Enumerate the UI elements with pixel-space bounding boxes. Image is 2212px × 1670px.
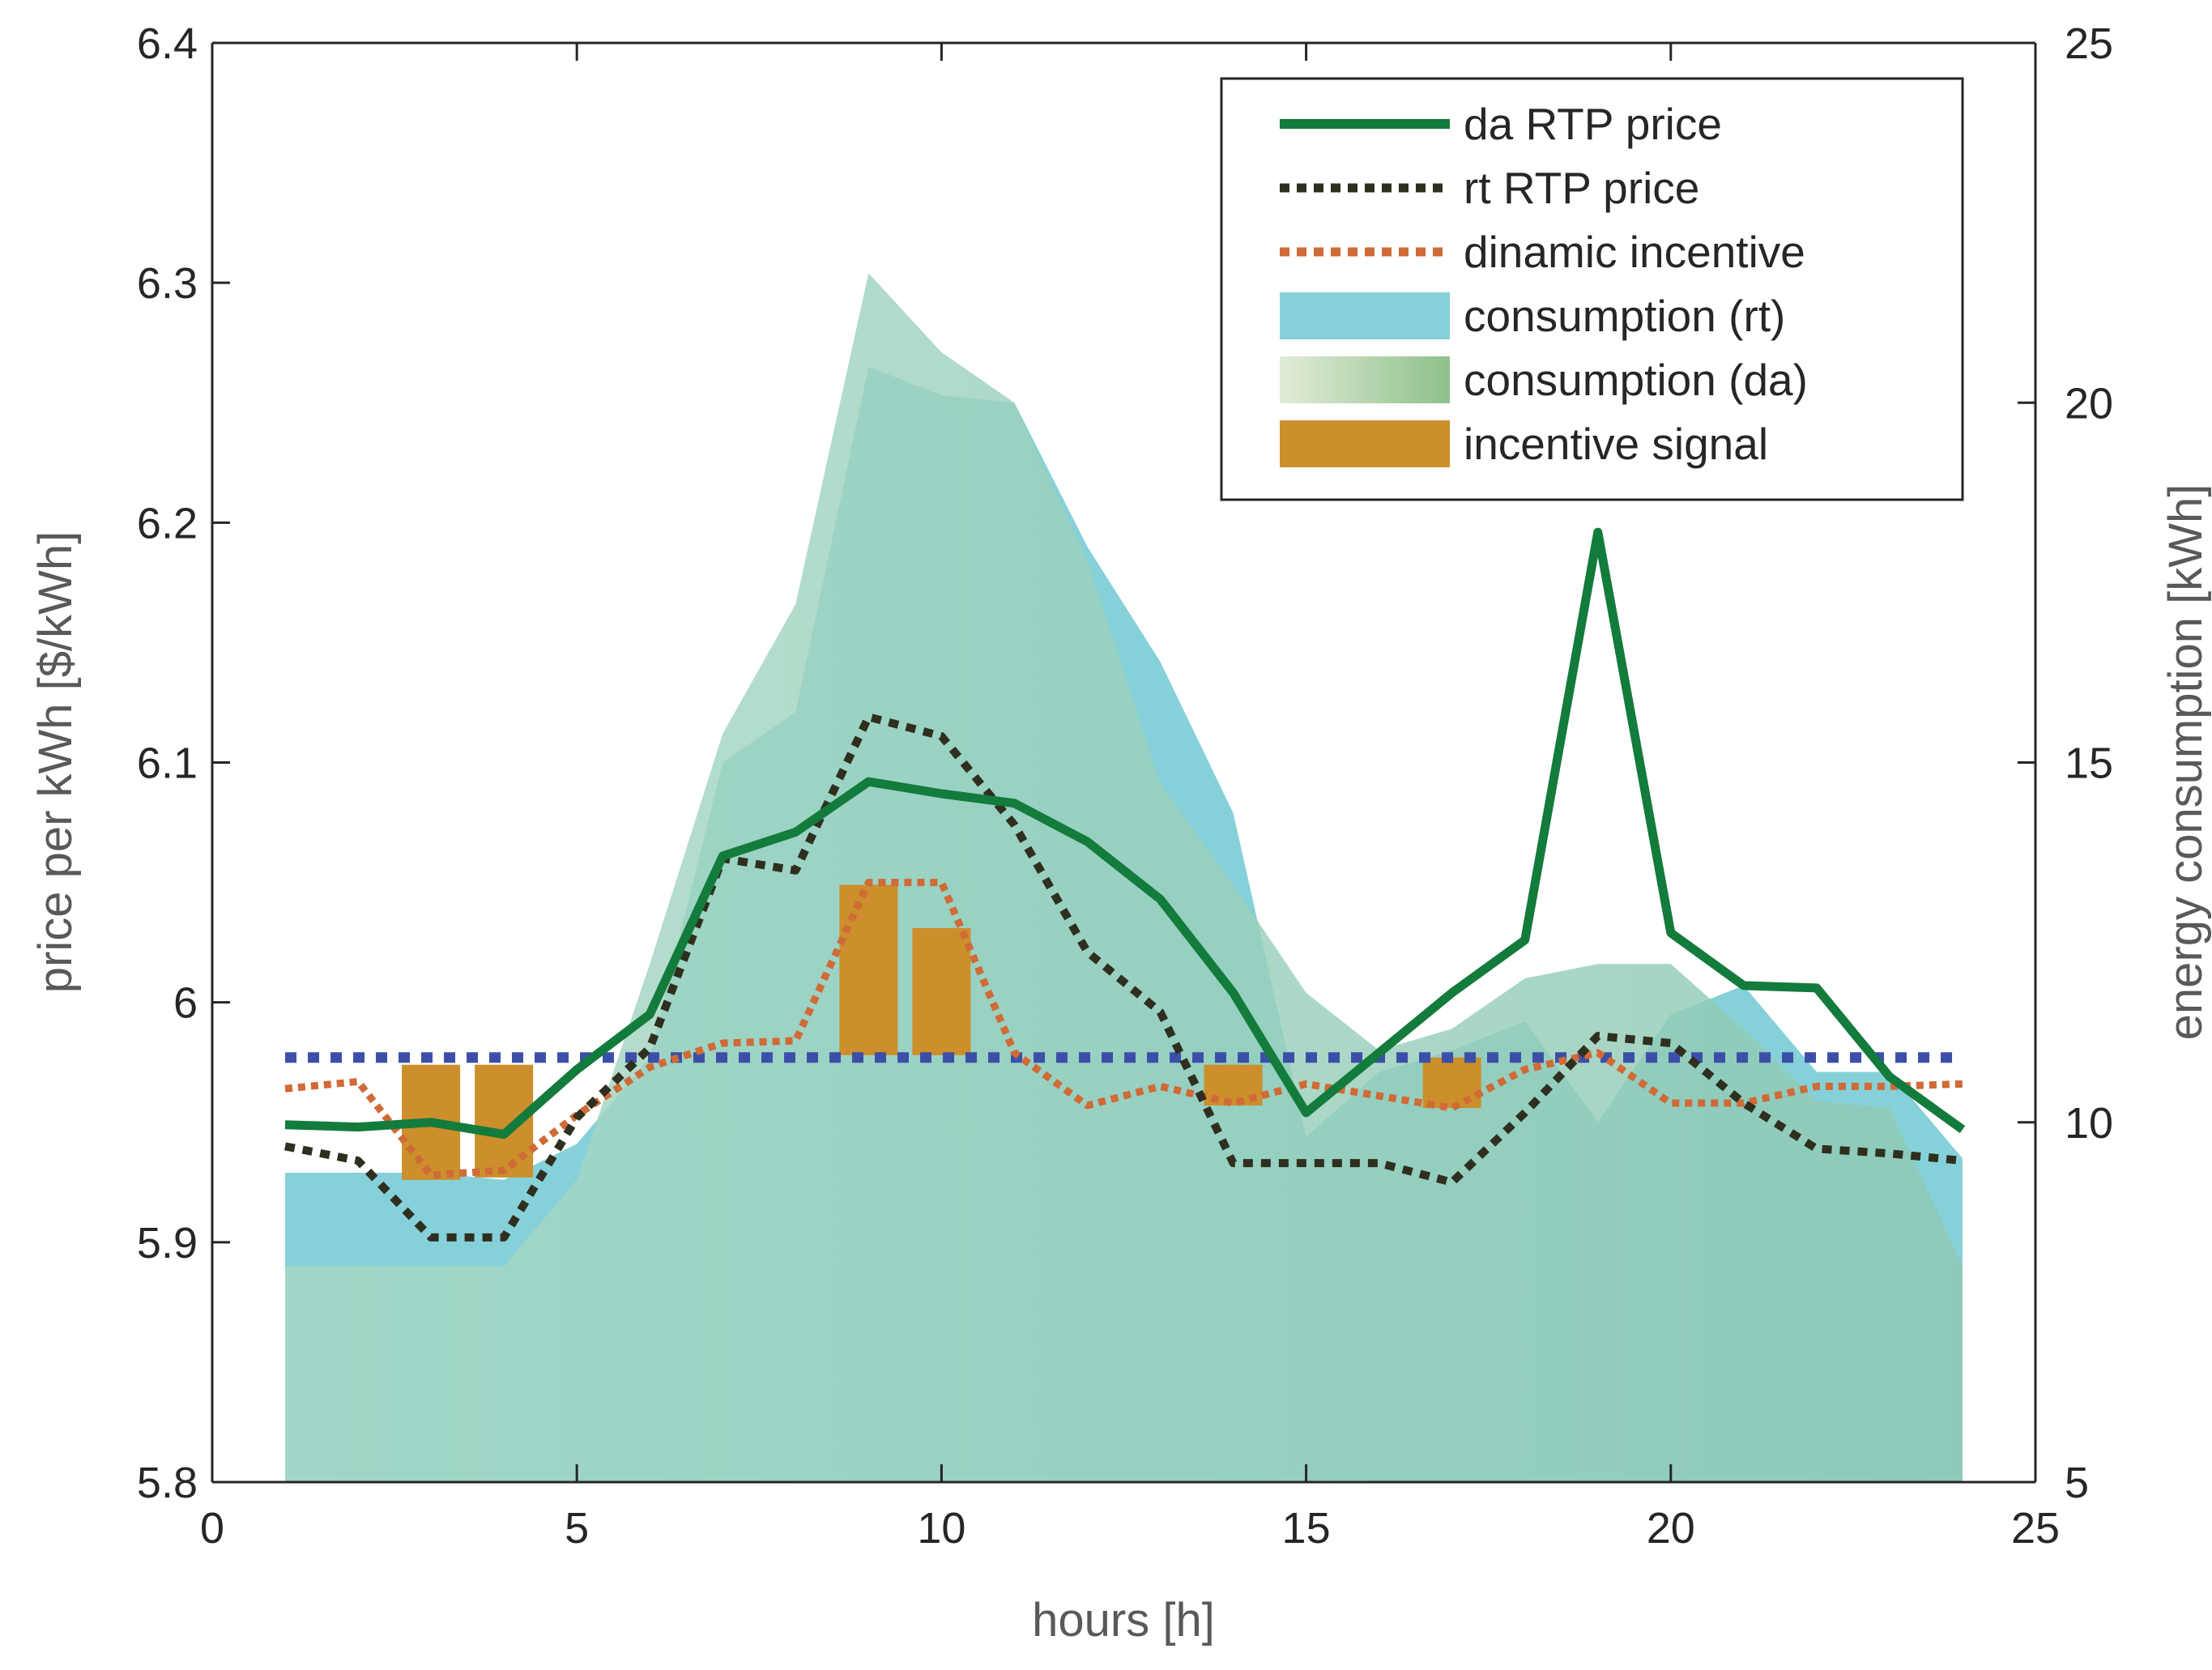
da-rtp-price-line <box>284 527 1966 1140</box>
left-y-tick-label: 6 <box>173 979 198 1028</box>
dinamic-incentive-line <box>284 879 1963 1179</box>
left-y-tick-label: 6.4 <box>137 19 198 68</box>
legend-label-consumption-rt: consumption (rt) <box>1464 291 1785 341</box>
incentive-bar-h9 <box>839 884 898 1055</box>
right-y-tick-label: 10 <box>2065 1099 2113 1148</box>
left-y-tick-label: 6.1 <box>137 739 198 788</box>
x-axis-title: hours [h] <box>1032 1594 1215 1647</box>
incentive-bar-h10 <box>912 927 971 1055</box>
x-tick-label: 5 <box>565 1504 589 1553</box>
right-y-axis-title: energy consumption [kWh] <box>2159 484 2212 1041</box>
legend-label-incentive-signal: incentive signal <box>1464 419 1768 469</box>
rt-rtp-price-line <box>284 713 1963 1242</box>
right-y-tick-label: 15 <box>2065 739 2113 788</box>
legend: da RTP price rt RTP price dinamic incentiv… <box>1220 77 1964 501</box>
x-tick-label: 15 <box>1282 1504 1331 1553</box>
ticks: 0 5 10 15 20 25 5.8 5.9 6 6.1 6.2 6.3 6.4 5 10 15 20 25 <box>137 19 2113 1553</box>
right-y-tick-label: 25 <box>2065 19 2113 68</box>
right-y-tick-label: 5 <box>2065 1459 2089 1507</box>
plot-area <box>284 273 1966 1483</box>
x-tick-label: 0 <box>200 1504 224 1553</box>
consumption-da-area <box>285 273 1963 1482</box>
x-tick-label: 20 <box>1647 1504 1695 1553</box>
left-y-tick-label: 5.9 <box>137 1219 198 1267</box>
legend-swatch-consumption-da <box>1280 356 1450 403</box>
right-y-tick-label: 20 <box>2065 379 2113 428</box>
legend-label-rt-rtp-price: rt RTP price <box>1464 163 1699 213</box>
legend-swatch-consumption-rt <box>1280 292 1450 339</box>
legend-label-consumption-da: consumption (da) <box>1464 355 1808 405</box>
x-tick-label: 25 <box>2011 1504 2060 1553</box>
x-tick-label: 10 <box>917 1504 965 1553</box>
legend-label-da-rtp-price: da RTP price <box>1464 99 1722 149</box>
incentive-bar-h17 <box>1422 1057 1481 1108</box>
left-y-tick-label: 6.2 <box>137 499 198 547</box>
left-y-tick-label: 5.8 <box>137 1459 198 1507</box>
legend-label-dinamic-incentive: dinamic incentive <box>1464 227 1805 277</box>
left-y-tick-label: 6.3 <box>137 259 198 308</box>
legend-swatch-incentive-signal <box>1280 420 1450 467</box>
left-y-axis-title: price per kWh [$/kWh] <box>29 531 82 993</box>
